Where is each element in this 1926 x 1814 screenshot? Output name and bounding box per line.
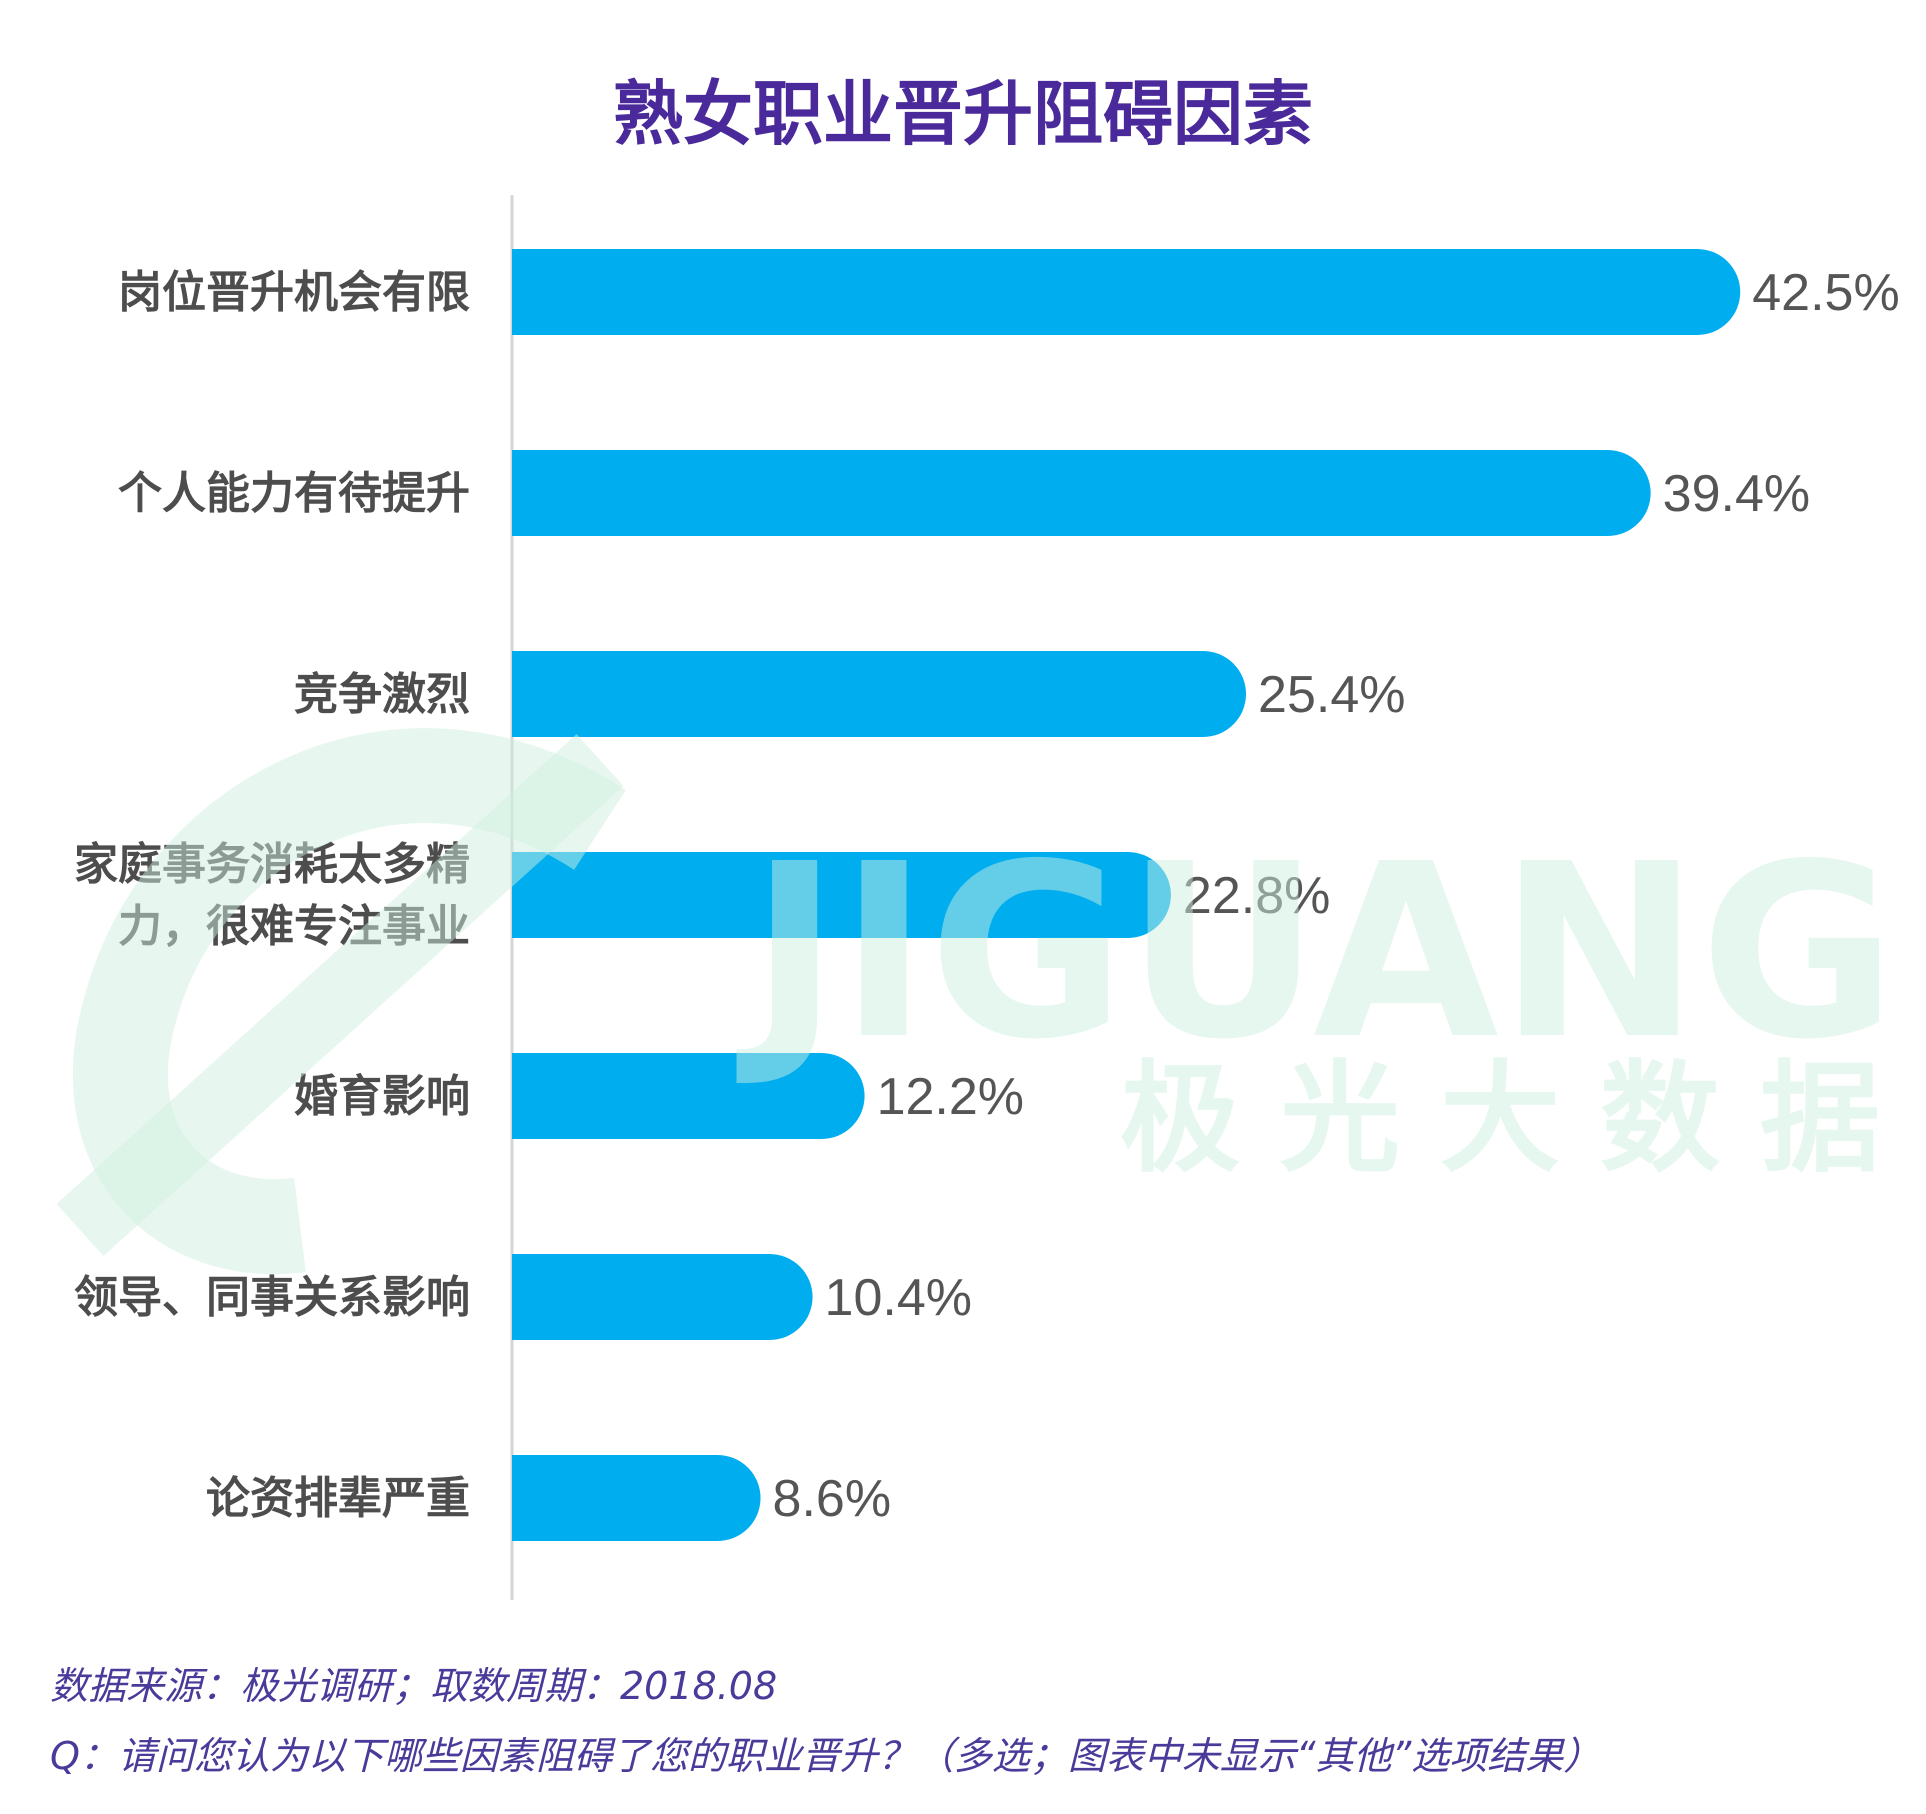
chart-marks: 42.5% 岗位晋升机会有限 39.4% 个人能力有待提升 25.4% 竞争激烈 22.8%… — [74, 195, 1900, 1600]
chart-title: 熟女职业晋升阻碍因素 — [613, 73, 1313, 155]
category-label: 家庭事务消耗太多精 — [74, 839, 470, 890]
category-label: 力，很难专注事业 — [118, 901, 470, 952]
bar — [512, 651, 1247, 737]
bar-value-label: 39.4% — [1663, 465, 1810, 523]
bar — [512, 1254, 813, 1340]
bar — [512, 1455, 761, 1541]
survey-question-note: Q：请问您认为以下哪些因素阻碍了您的职业晋升？（多选；图表中未显示“其他”选项结… — [50, 1734, 1602, 1778]
watermark-logo-stroke — [56, 734, 624, 1256]
bar — [512, 249, 1741, 335]
watermark-text-en: JIGUANG — [736, 812, 1897, 1092]
category-label: 个人能力有待提升 — [118, 468, 470, 519]
data-source-note: 数据来源：极光调研；取数周期：2018.08 — [50, 1664, 778, 1708]
category-label: 论资排辈严重 — [206, 1473, 470, 1524]
bar-value-label: 10.4% — [825, 1269, 972, 1327]
category-label: 竞争激烈 — [294, 669, 470, 720]
bar — [512, 852, 1171, 938]
watermark-text-cn: 极光大数据 — [1120, 1050, 1920, 1189]
category-label: 领导、同事关系影响 — [74, 1272, 470, 1323]
bar — [512, 450, 1651, 536]
bar-value-label: 22.8% — [1183, 867, 1330, 925]
bar — [512, 1053, 865, 1139]
category-label: 婚育影响 — [294, 1071, 470, 1122]
bar-value-label: 25.4% — [1258, 666, 1405, 724]
bar-value-label: 8.6% — [773, 1470, 892, 1528]
bar-value-label: 42.5% — [1752, 264, 1899, 322]
category-label: 岗位晋升机会有限 — [118, 267, 470, 318]
watermark-logo-arc — [72, 728, 626, 1274]
bar-value-label: 12.2% — [877, 1068, 1024, 1126]
